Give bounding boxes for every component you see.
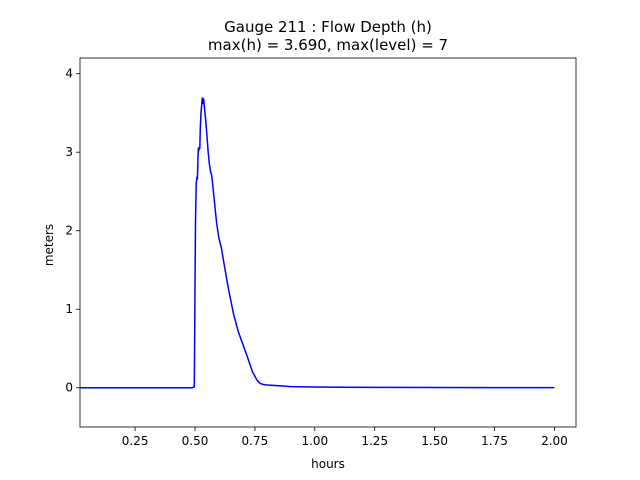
series-line-0	[80, 97, 555, 389]
y-tick-label: 0	[65, 381, 73, 395]
chart-title-line2: max(h) = 3.690, max(level) = 7	[208, 36, 448, 54]
x-tick-label: 0.25	[122, 434, 149, 448]
y-tick-label: 4	[65, 67, 73, 81]
y-tick-label: 2	[65, 224, 73, 238]
x-tick-label: 1.50	[421, 434, 448, 448]
x-tick-label: 0.50	[182, 434, 209, 448]
chart-title-line1: Gauge 211 : Flow Depth (h)	[224, 18, 432, 36]
plot-area: 0.25 0.50 0.75 1.00 1.25 1.50 1.75 2.00 0 1 2 3 4	[65, 57, 577, 448]
x-tick-label: 1.25	[361, 434, 388, 448]
y-axis-label: meters	[42, 224, 56, 266]
x-tick-label: 1.00	[301, 434, 328, 448]
axes-frame	[79, 57, 577, 428]
y-tick-label: 1	[65, 302, 73, 316]
x-axis-label: hours	[311, 457, 345, 471]
x-tick-label: 0.75	[242, 434, 269, 448]
y-tick-label: 3	[65, 145, 73, 159]
x-tick-label: 2.00	[541, 434, 568, 448]
x-tick-label: 1.75	[481, 434, 508, 448]
